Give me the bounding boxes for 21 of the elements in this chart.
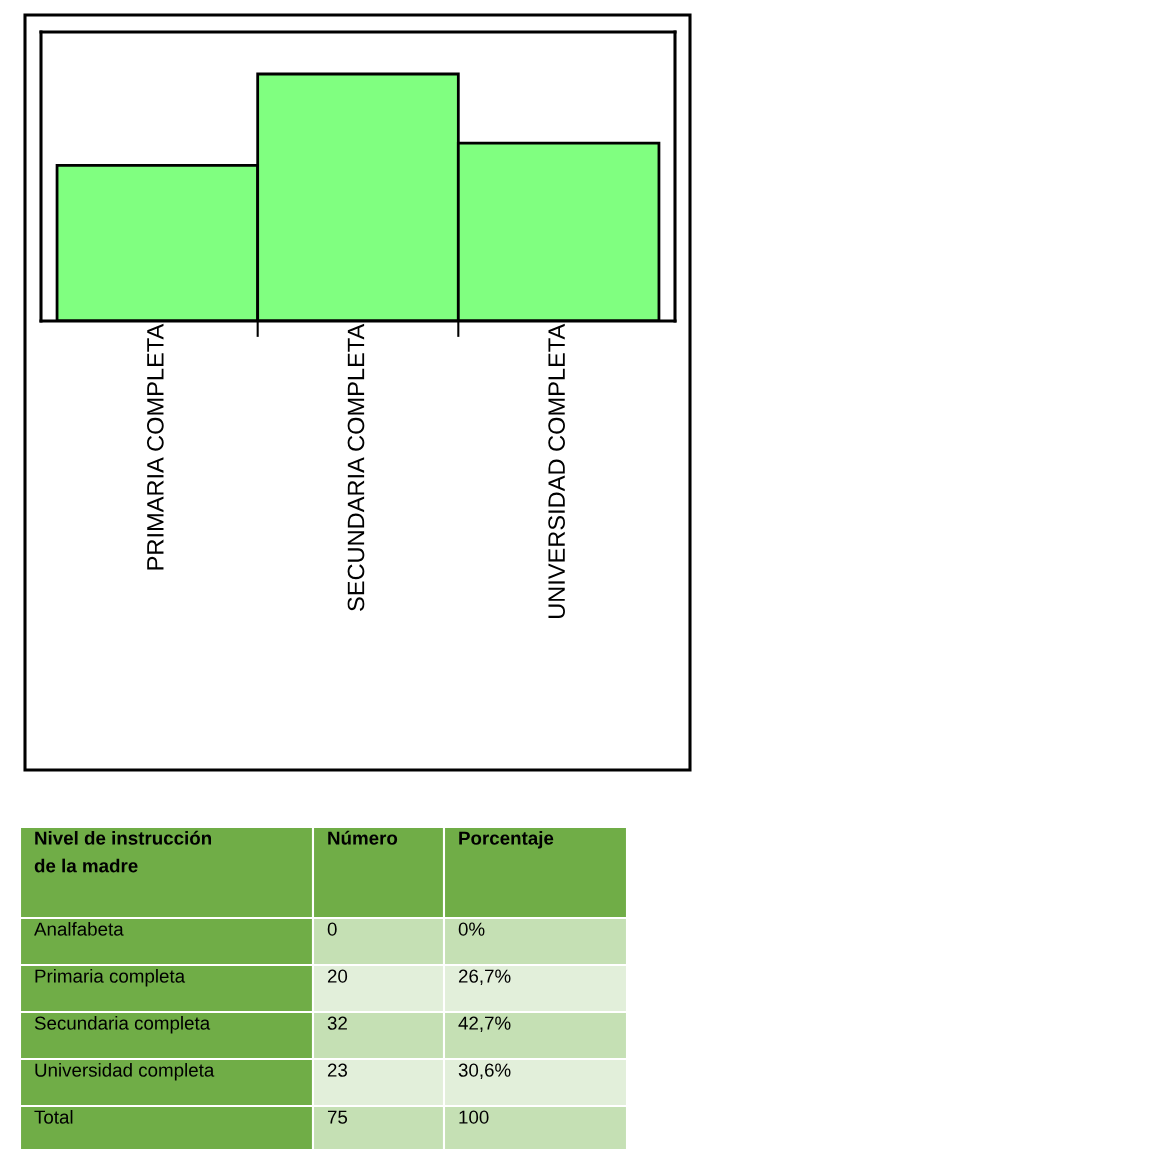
- text: 23: [327, 1063, 348, 1077]
- text: Primaria completa: [35, 969, 186, 987]
- text: Porcentaje: [459, 831, 554, 849]
- x-tick-label: UNIVERSIDAD COMPLETA: [548, 323, 565, 619]
- text: 42,7%: [458, 1016, 511, 1032]
- text: 75: [327, 1110, 348, 1124]
- text: Total: [34, 1110, 73, 1124]
- text: 32: [327, 1016, 347, 1030]
- text: Secundaria completa: [34, 1016, 211, 1034]
- text: Analfabeta: [34, 922, 124, 936]
- text: Nivel de instrucción de la madre: [34, 830, 212, 873]
- text: 26,7%: [458, 969, 511, 985]
- x-tick-label: PRIMARIA COMPLETA: [146, 323, 164, 570]
- text: Universidad completa: [35, 1063, 215, 1081]
- text: 30,6%: [458, 1063, 511, 1079]
- x-tick-label: SECUNDARIA COMPLETA: [347, 323, 365, 611]
- text: 100: [459, 1110, 489, 1124]
- text: Número: [328, 830, 398, 845]
- text: 0: [327, 922, 337, 936]
- text: 0%: [458, 922, 485, 936]
- text: 20: [327, 969, 348, 983]
